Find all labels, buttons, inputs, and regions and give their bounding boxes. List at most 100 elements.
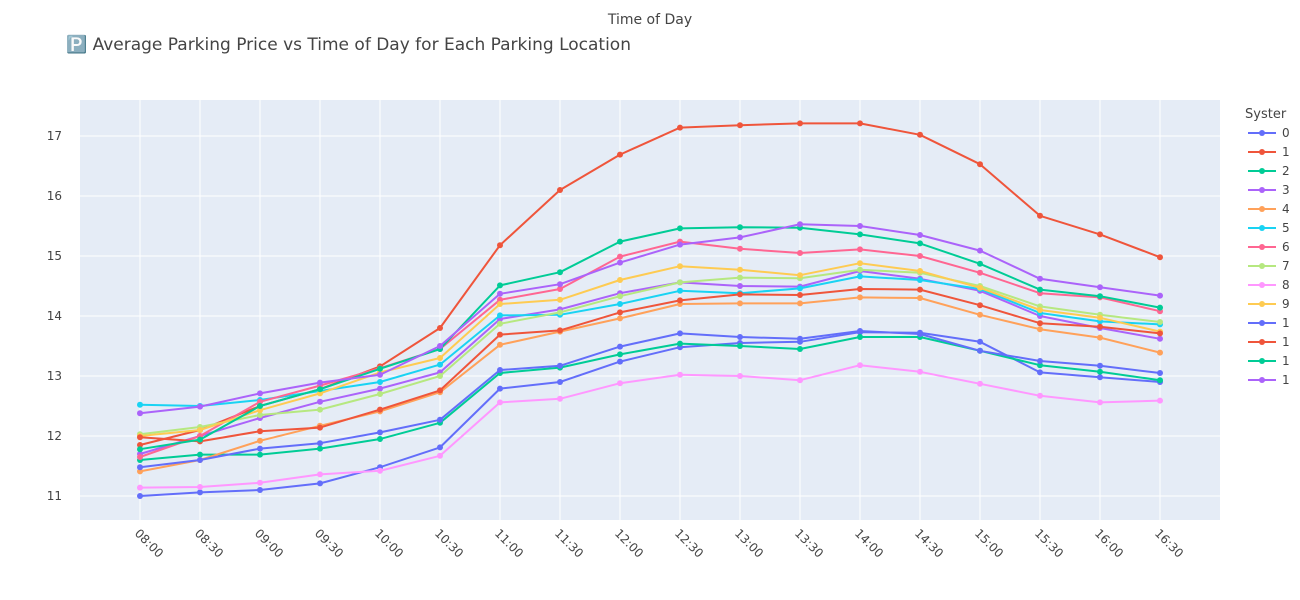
- data-point: [737, 234, 743, 241]
- legend-item[interactable]: 2: [1248, 164, 1290, 178]
- legend-item[interactable]: 1: [1248, 354, 1290, 368]
- data-point: [617, 277, 623, 283]
- data-point: [1037, 212, 1043, 219]
- data-point: [917, 240, 923, 247]
- data-point: [1037, 362, 1043, 369]
- legend-item[interactable]: 1: [1248, 335, 1290, 349]
- data-point: [557, 395, 563, 402]
- data-point: [1157, 292, 1163, 299]
- data-point: [1157, 254, 1163, 261]
- data-point: [197, 403, 203, 410]
- data-point: [1157, 304, 1163, 311]
- data-point: [1097, 314, 1103, 321]
- plot-area: [80, 100, 1220, 520]
- data-point: [797, 221, 803, 228]
- legend-label: 6: [1282, 240, 1290, 254]
- y-tick-label: 17: [47, 129, 62, 143]
- x-tick-label: 08:00: [132, 526, 166, 560]
- data-point: [917, 295, 923, 301]
- data-point: [677, 340, 683, 347]
- x-tick-label: 15:00: [972, 526, 1006, 560]
- legend-item[interactable]: 6: [1248, 240, 1290, 254]
- data-point: [1157, 370, 1163, 376]
- data-point: [137, 442, 143, 448]
- data-point: [497, 341, 503, 348]
- data-point: [197, 484, 203, 490]
- data-point: [617, 293, 623, 300]
- data-point: [317, 390, 323, 397]
- data-point: [797, 335, 803, 342]
- legend-item[interactable]: 1: [1248, 316, 1290, 330]
- data-point: [857, 328, 863, 334]
- legend-item[interactable]: 8: [1248, 278, 1290, 292]
- data-point: [857, 231, 863, 238]
- data-point: [557, 309, 563, 316]
- data-point: [797, 300, 803, 307]
- data-point: [1157, 330, 1163, 337]
- data-point: [797, 120, 803, 127]
- legend-item[interactable]: 1: [1248, 145, 1290, 159]
- data-point: [257, 487, 263, 493]
- data-point: [137, 454, 143, 460]
- series-line: [139, 364, 1161, 489]
- data-point: [257, 479, 263, 486]
- legend-item[interactable]: 9: [1248, 297, 1290, 311]
- legend-swatch-marker: [1259, 377, 1265, 383]
- data-point: [917, 286, 923, 293]
- data-point: [797, 250, 803, 256]
- data-point: [617, 238, 623, 245]
- data-point: [617, 380, 623, 387]
- data-point: [557, 281, 563, 288]
- data-point: [137, 464, 143, 471]
- legend-item[interactable]: 3: [1248, 183, 1290, 197]
- legend-label: 1: [1282, 373, 1290, 387]
- legend-swatch-marker: [1259, 358, 1265, 364]
- data-point: [197, 451, 203, 458]
- data-point: [857, 362, 863, 369]
- legend-item[interactable]: 5: [1248, 221, 1290, 235]
- legend-swatch-marker: [1259, 206, 1265, 212]
- data-point: [377, 385, 383, 392]
- data-point: [257, 428, 263, 435]
- data-point: [917, 368, 923, 375]
- data-point: [677, 124, 683, 131]
- data-point: [497, 331, 503, 338]
- data-point: [677, 241, 683, 248]
- data-point: [1097, 399, 1103, 406]
- data-point: [497, 312, 503, 319]
- data-point: [617, 259, 623, 266]
- data-point: [737, 343, 743, 349]
- data-point: [917, 268, 923, 274]
- data-point: [977, 260, 983, 267]
- y-tick-label: 15: [47, 249, 62, 263]
- legend-item[interactable]: 1: [1248, 373, 1290, 387]
- legend-label: 1: [1282, 145, 1290, 159]
- series-line: [139, 330, 1161, 469]
- y-tick-label: 12: [47, 429, 62, 443]
- legend-item[interactable]: 4: [1248, 202, 1290, 216]
- data-point: [557, 269, 563, 276]
- legend-item[interactable]: 7: [1248, 259, 1290, 273]
- data-point: [677, 297, 683, 304]
- data-point: [377, 379, 383, 385]
- data-point: [317, 424, 323, 431]
- x-tick-label: 12:00: [612, 526, 646, 560]
- data-point: [737, 373, 743, 379]
- legend-label: 2: [1282, 164, 1290, 178]
- data-point: [557, 327, 563, 334]
- data-point: [1097, 374, 1103, 381]
- data-point: [1097, 284, 1103, 291]
- data-point: [317, 406, 323, 413]
- x-tick-label: 10:30: [432, 526, 466, 560]
- data-point: [1037, 275, 1043, 282]
- x-tick-label: 13:30: [792, 526, 826, 560]
- data-point: [1037, 358, 1043, 364]
- data-point: [1037, 286, 1043, 293]
- data-point: [1037, 369, 1043, 376]
- data-point: [257, 407, 263, 414]
- x-axis: 08:00 08:30 09:00 09:30 10:00 10:30 11:00 11:30…: [132, 526, 1186, 560]
- data-point: [737, 283, 743, 289]
- data-point: [737, 274, 743, 281]
- legend-item[interactable]: 0: [1248, 126, 1290, 140]
- data-point: [257, 412, 263, 418]
